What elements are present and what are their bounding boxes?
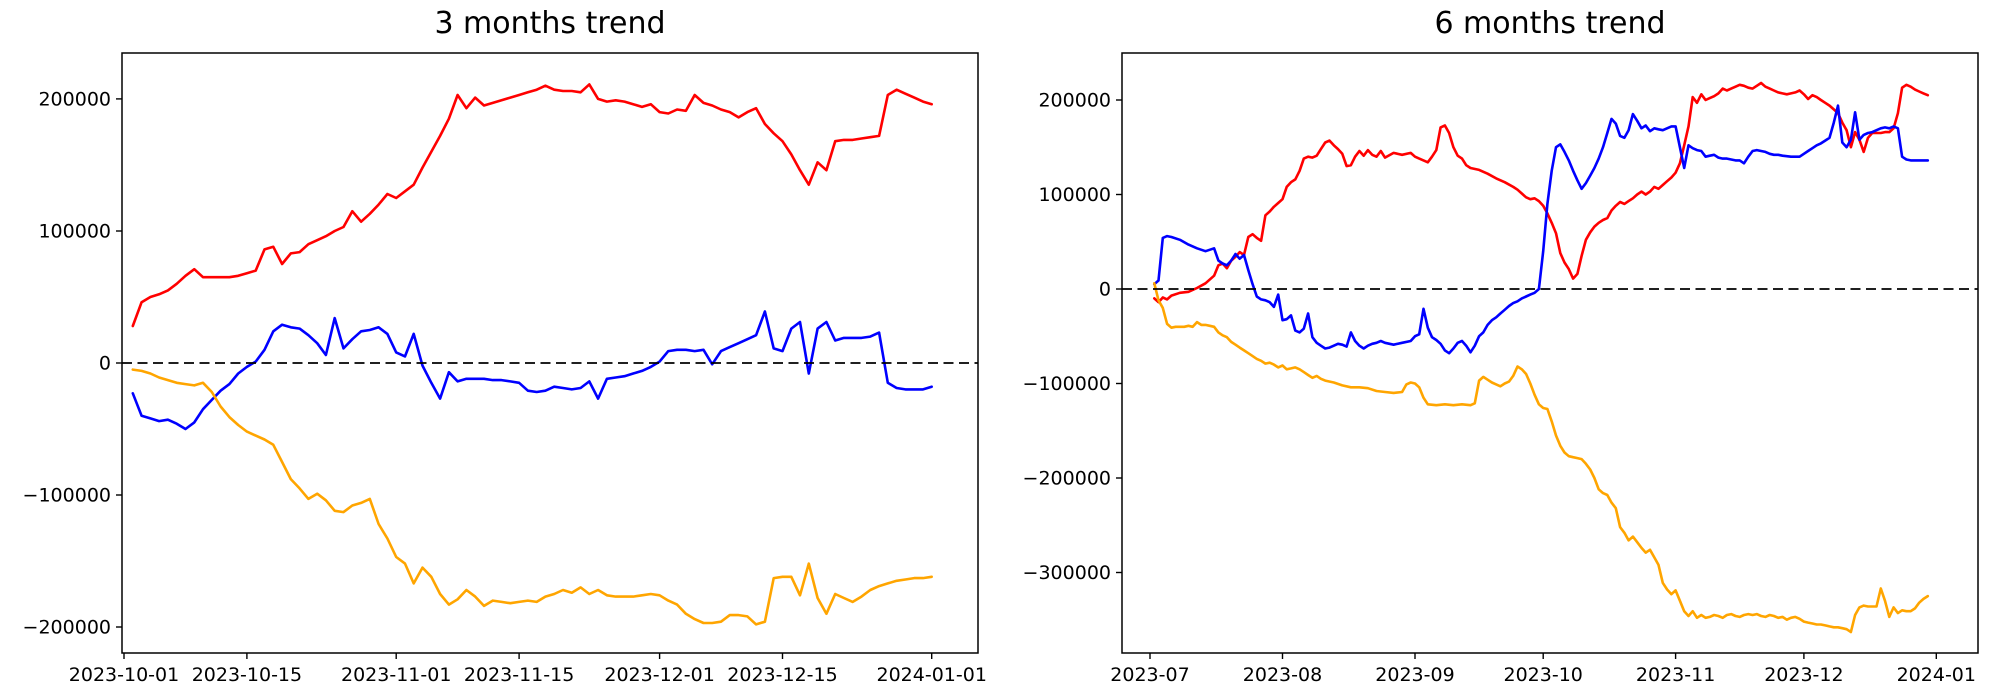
x-tick-label: 2023-10-01 xyxy=(69,664,179,686)
x-tick-label: 2023-09 xyxy=(1375,664,1454,686)
x-tick-label: 2024-01 xyxy=(1897,664,1976,686)
series-line-orange xyxy=(1153,281,1930,634)
series-line-red xyxy=(131,83,934,328)
chart-title-3-months: 3 months trend xyxy=(434,6,666,41)
x-tick-label: 2023-10 xyxy=(1504,664,1583,686)
x-tick-label: 2024-01-01 xyxy=(876,664,986,686)
y-tick-label: 100000 xyxy=(38,221,111,243)
x-tick-label: 2023-11-15 xyxy=(464,664,574,686)
series-line-red xyxy=(1153,81,1930,304)
x-tick-label: 2023-12 xyxy=(1764,664,1843,686)
x-tick-label: 2023-10-15 xyxy=(192,664,302,686)
y-tick-label: −100000 xyxy=(23,485,111,507)
chart-3-months: 2023-10-01 2023-10-15 2023-11-01 2023-11-15… xyxy=(23,52,987,686)
y-tick-label: 0 xyxy=(99,353,111,375)
y-tick-label: 200000 xyxy=(38,88,111,110)
series-line-blue xyxy=(131,310,934,431)
y-tick-label: −100000 xyxy=(1023,373,1111,395)
y-tick-label: 0 xyxy=(1099,279,1111,301)
x-tick-label: 2023-11 xyxy=(1636,664,1715,686)
axes-frame xyxy=(1121,52,1979,654)
x-tick-label: 2023-11-01 xyxy=(341,664,451,686)
x-tick-label: 2023-07 xyxy=(1110,664,1189,686)
y-tick-label: −200000 xyxy=(1023,468,1111,490)
y-tick-label: −300000 xyxy=(1023,562,1111,584)
y-tick-label: 100000 xyxy=(1038,184,1111,206)
y-tick-label: −200000 xyxy=(23,617,111,639)
axes-frame xyxy=(121,52,979,654)
chart-title-6-months: 6 months trend xyxy=(1434,6,1666,41)
x-tick-label: 2023-12-15 xyxy=(727,664,837,686)
series-line-blue xyxy=(1153,104,1930,355)
y-tick-label: 200000 xyxy=(1038,90,1111,112)
x-tick-label: 2023-08 xyxy=(1243,664,1322,686)
x-tick-label: 2023-12-01 xyxy=(604,664,714,686)
chart-6-months: 2023-07 2023-08 2023-09 2023-10 2023-11 2023-… xyxy=(1023,52,1979,686)
series-line-orange xyxy=(131,368,934,626)
